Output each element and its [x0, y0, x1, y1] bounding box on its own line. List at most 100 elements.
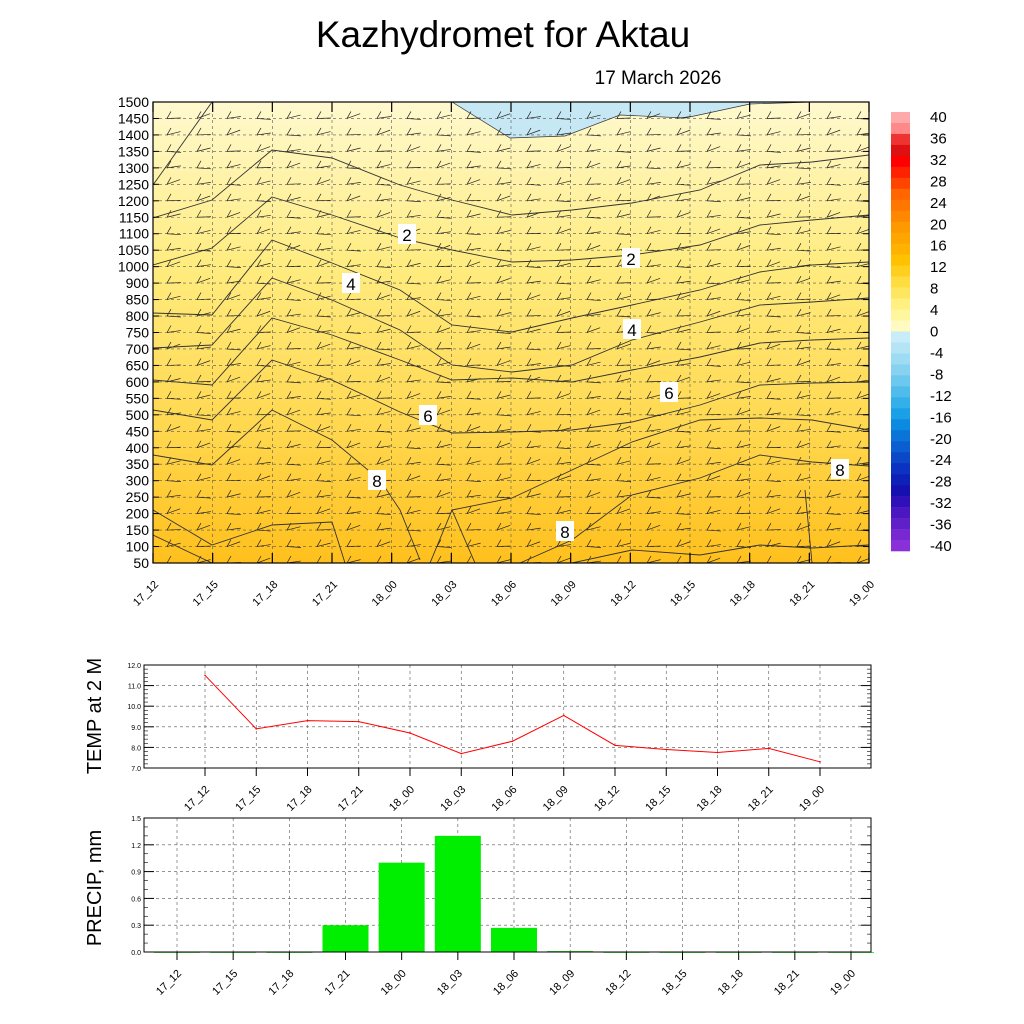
wind-barb	[556, 393, 571, 399]
wind-barb	[286, 526, 301, 531]
wind-barb-flag	[406, 473, 412, 481]
wind-barb	[616, 131, 631, 136]
wind-barb-flag	[256, 210, 262, 218]
wind-barb	[196, 182, 211, 185]
wind-barb-flag	[166, 424, 172, 432]
wind-barb	[856, 180, 869, 185]
wind-barb-flag	[796, 473, 802, 481]
wind-barb-flag	[556, 160, 562, 169]
wind-barb	[466, 343, 481, 350]
wind-barb-flag	[706, 457, 712, 465]
wind-barb-flag	[436, 193, 442, 201]
wind-barb	[376, 493, 391, 498]
wind-barb-flag	[466, 127, 472, 136]
wind-barb-flag	[256, 374, 262, 383]
wind-barb-flag	[556, 144, 562, 152]
wind-barb	[256, 132, 271, 136]
y-tick-label: 0.6	[131, 896, 141, 903]
wind-barb	[406, 379, 421, 383]
wind-barb	[736, 216, 751, 219]
wind-barb-flag	[166, 440, 172, 448]
wind-barb-flag	[256, 391, 262, 399]
wind-barb	[826, 129, 841, 136]
wind-barb	[376, 198, 391, 202]
wind-barb	[436, 216, 451, 219]
precip-grid	[144, 818, 871, 952]
wind-barb-flag	[256, 177, 262, 185]
wind-barb-flag	[496, 489, 502, 498]
wind-barb-flag	[646, 555, 652, 563]
wind-barb-flag	[586, 193, 592, 201]
x-tick-label: 18_00	[387, 784, 417, 814]
wind-barb	[556, 447, 571, 450]
wind-barb-flag	[796, 506, 802, 514]
wind-barb	[616, 494, 631, 498]
wind-barb-flag	[796, 226, 802, 234]
wind-barb	[406, 509, 421, 514]
wind-barb-flag	[736, 457, 742, 465]
wind-barb	[466, 131, 481, 136]
wind-barb-flag	[496, 424, 502, 432]
wind-barb-flag	[496, 358, 502, 366]
wind-barb	[556, 345, 571, 350]
wind-barb	[676, 294, 691, 300]
wind-barb-flag	[376, 325, 382, 333]
wind-barb-flag	[676, 506, 682, 514]
wind-barb-flag	[346, 111, 352, 119]
wind-barb	[586, 245, 601, 251]
wind-barb-flag	[736, 111, 742, 119]
wind-barb	[316, 460, 331, 465]
wind-barb	[736, 231, 751, 235]
wind-barb	[676, 164, 691, 169]
wind-barb	[166, 398, 181, 400]
wind-barb-flag	[376, 555, 382, 563]
wind-barb	[256, 393, 271, 399]
x-tick-label: 18_18	[695, 784, 725, 814]
wind-barb-flag	[526, 243, 532, 251]
wind-barb-flag	[676, 308, 682, 317]
colorbar-swatch	[891, 133, 910, 146]
wind-barb-flag	[766, 506, 772, 514]
wind-barb	[496, 147, 511, 152]
wind-barb	[286, 546, 301, 548]
wind-barb-flag	[436, 358, 442, 366]
wind-barb	[766, 480, 781, 483]
wind-barb	[196, 394, 211, 399]
wind-barb-flag	[466, 177, 472, 185]
chart-date: 17 March 2026	[595, 68, 722, 89]
wind-barb	[646, 476, 661, 482]
wind-barb	[856, 345, 869, 350]
wind-barb-flag	[316, 539, 322, 547]
y-tick-label: 10.0	[127, 704, 141, 711]
wind-barb-flag	[226, 358, 232, 366]
wind-barb-flag	[376, 522, 382, 531]
x-tick-label: 18_15	[643, 784, 673, 814]
wind-barb	[526, 513, 541, 515]
wind-barb	[616, 343, 631, 350]
wind-barb-flag	[706, 144, 712, 152]
wind-barb-flag	[256, 473, 262, 481]
wind-barb	[226, 129, 241, 136]
wind-barb-flag	[556, 275, 562, 284]
wind-barb	[466, 295, 481, 300]
wind-barb-flag	[826, 127, 832, 136]
wind-barb-flag	[676, 457, 682, 465]
wind-barb	[226, 198, 241, 202]
wind-barb-flag	[196, 111, 202, 119]
wind-barb	[196, 346, 211, 350]
wind-barb	[766, 494, 781, 498]
wind-barb-flag	[826, 243, 832, 251]
wind-barb-flag	[526, 193, 532, 201]
wind-barb	[346, 496, 361, 499]
wind-barb-flag	[616, 555, 622, 563]
wind-barb	[526, 198, 541, 202]
colorbar-swatch	[891, 353, 910, 365]
wind-barb-flag	[436, 292, 442, 300]
wind-barb	[796, 524, 811, 531]
wind-barb-flag	[256, 457, 262, 465]
x-tick-label: 18_12	[592, 784, 622, 814]
wind-barb-flag	[826, 160, 832, 169]
wind-barb-flag	[856, 127, 862, 136]
wind-barb-flag	[736, 489, 742, 498]
wind-barb	[256, 262, 271, 267]
